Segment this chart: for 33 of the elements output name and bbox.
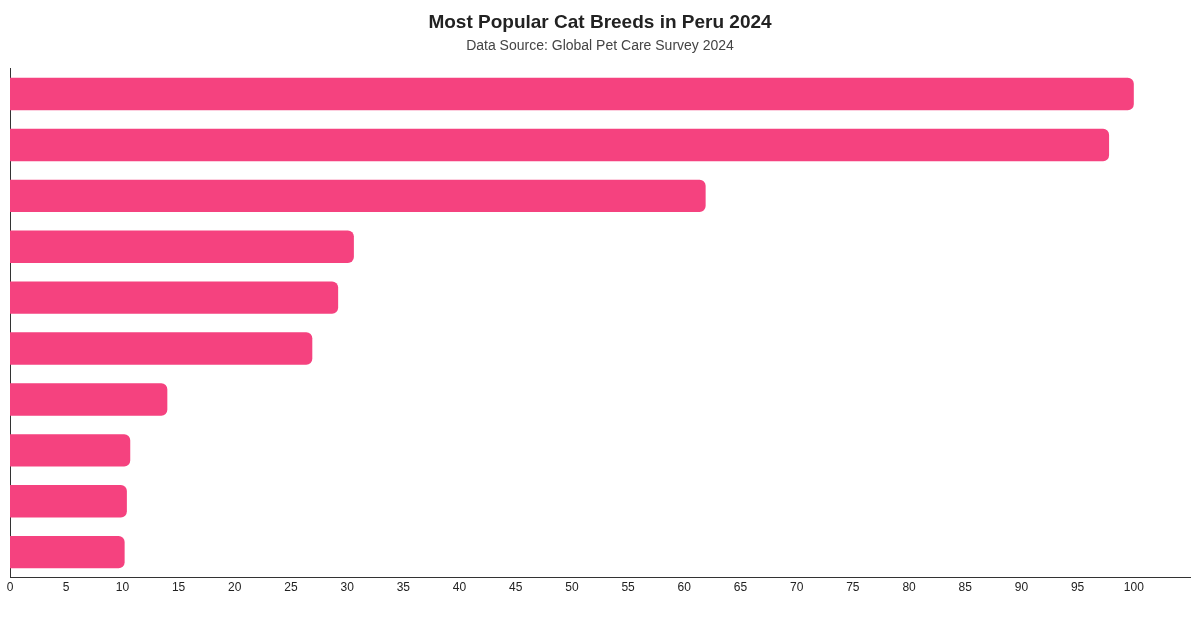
x-tick-label: 40 [452, 580, 467, 595]
x-tick-label: 60 [677, 580, 692, 595]
x-tick-label: 70 [789, 580, 804, 595]
x-tick-label: 30 [340, 580, 355, 595]
bar [10, 230, 354, 263]
x-tick-label: 50 [565, 580, 579, 595]
bar [10, 77, 1134, 111]
x-tick-label: 55 [621, 580, 636, 595]
chart-subtitle: Data Source: Global Pet Care Survey 2024 [466, 37, 735, 54]
bar [10, 485, 127, 518]
bar [10, 383, 168, 416]
bar [10, 434, 131, 467]
x-tick-label: 5 [62, 580, 70, 595]
x-tick-label: 100 [1123, 580, 1145, 595]
x-tick-label: 80 [902, 580, 917, 595]
x-tick-label: 95 [1070, 580, 1085, 595]
x-tick-label: 85 [958, 580, 973, 595]
x-tick-label: 45 [509, 580, 523, 595]
x-tick-label: 10 [115, 580, 130, 595]
x-tick-label: 35 [396, 580, 411, 595]
bar [10, 179, 706, 213]
x-tick-label: 65 [733, 580, 748, 595]
bar [10, 332, 313, 365]
x-tick-label: 90 [1014, 580, 1029, 595]
x-tick-label: 15 [171, 580, 186, 595]
x-tick-label: 25 [284, 580, 298, 595]
chart-title: Most Popular Cat Breeds in Peru 2024 [428, 10, 773, 32]
bar [10, 535, 125, 569]
bar [10, 281, 339, 314]
x-tick-label: 20 [228, 580, 242, 595]
x-tick-label: 75 [846, 580, 860, 595]
bar [10, 128, 1110, 162]
x-tick-label: 0 [6, 580, 14, 595]
